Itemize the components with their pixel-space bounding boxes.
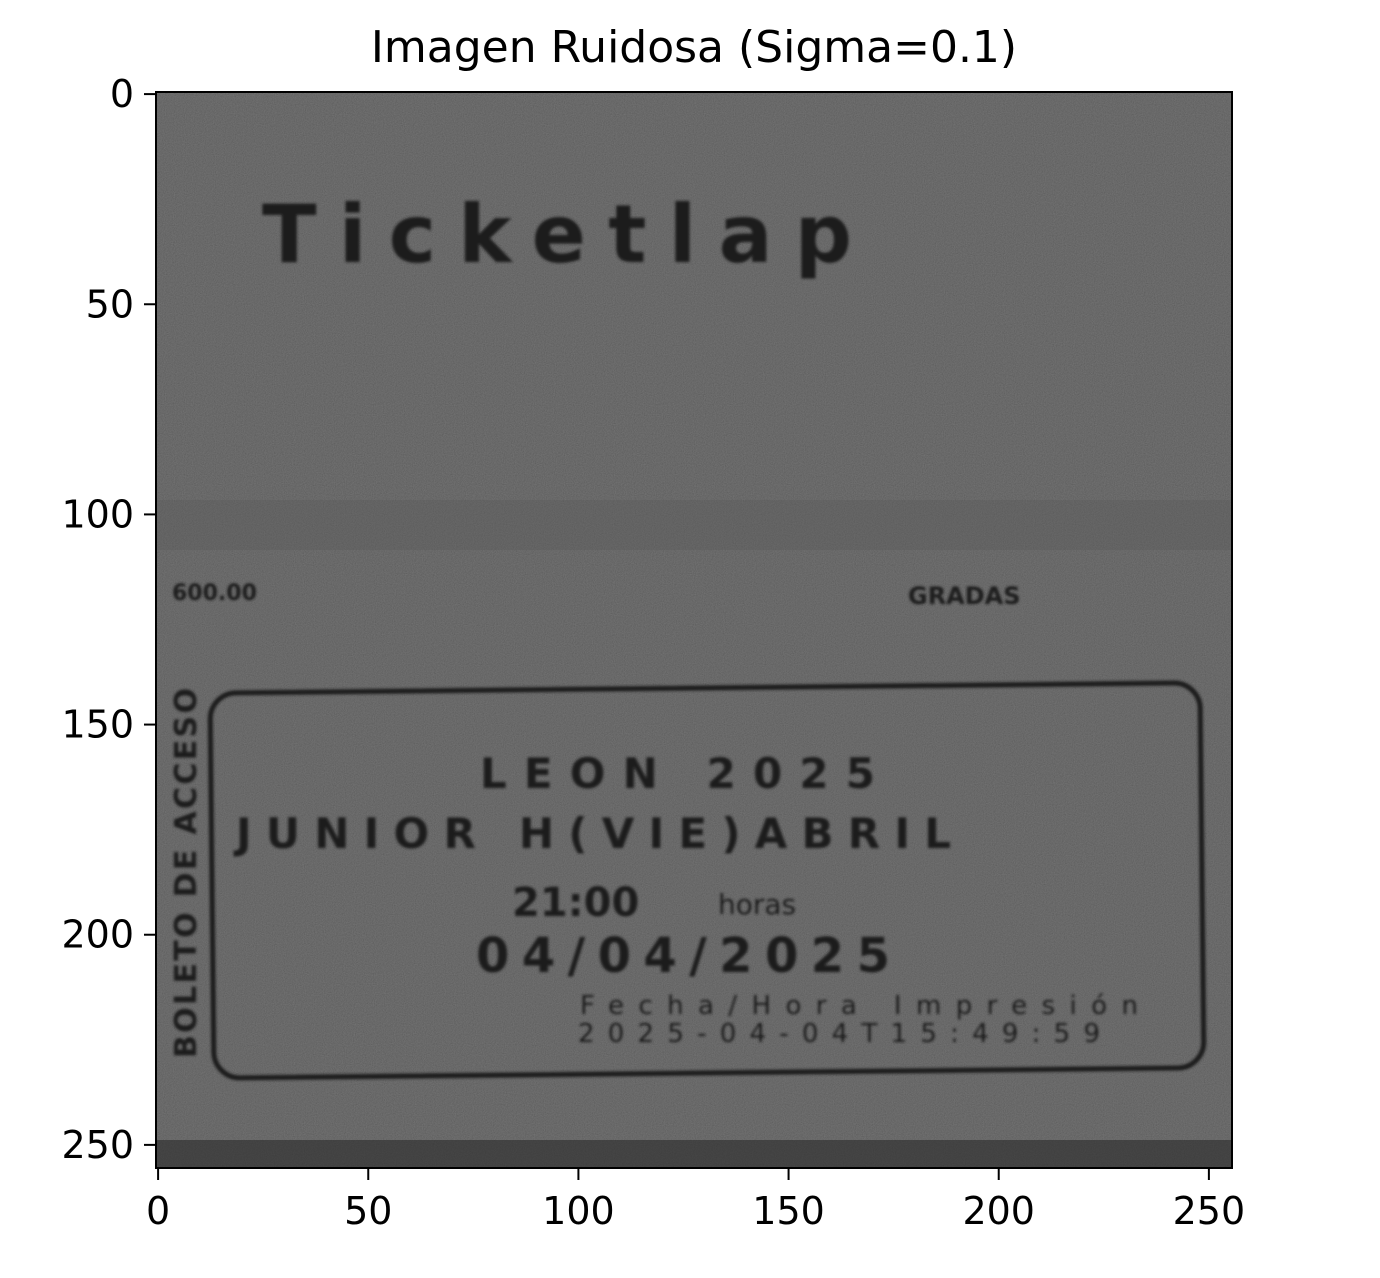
x-axis: 0 50 100 150 200 250 [146, 1168, 1245, 1233]
ticket-section-text: GRADAS [908, 582, 1021, 610]
x-tick-label: 150 [752, 1189, 825, 1233]
noisy-image: Ticketlap 600.00 GRADAS LEON 2025 JUNIOR… [156, 92, 1232, 1168]
x-tick-label: 200 [962, 1189, 1035, 1233]
ticket-frame [207, 680, 1207, 1081]
ticket-price-text: 600.00 [172, 581, 257, 606]
x-tick-label: 0 [146, 1189, 170, 1233]
y-tick-label: 200 [61, 913, 134, 957]
ticket-logo-text: Ticketlap [262, 188, 852, 281]
ticket-time-text: 21:00 [512, 880, 639, 926]
chart-title: Imagen Ruidosa (Sigma=0.1) [371, 22, 1017, 73]
ticket-side-text: BOLETO DE ACCESO [169, 688, 204, 1058]
y-tick-label: 0 [110, 72, 134, 116]
y-axis: 0 50 100 150 200 250 [61, 72, 156, 1167]
x-tick-label: 50 [344, 1189, 392, 1233]
y-tick-label: 250 [61, 1123, 134, 1167]
plot-frame [155, 91, 1233, 1169]
ticket-time-unit: horas [718, 888, 796, 921]
x-tick-label: 100 [542, 1189, 615, 1233]
y-tick-label: 150 [61, 703, 134, 747]
ticket-event-line1: LEON 2025 [480, 749, 875, 798]
x-tick-label: 250 [1173, 1189, 1246, 1233]
y-tick-label: 50 [86, 282, 134, 326]
y-tick-label: 100 [61, 492, 134, 536]
